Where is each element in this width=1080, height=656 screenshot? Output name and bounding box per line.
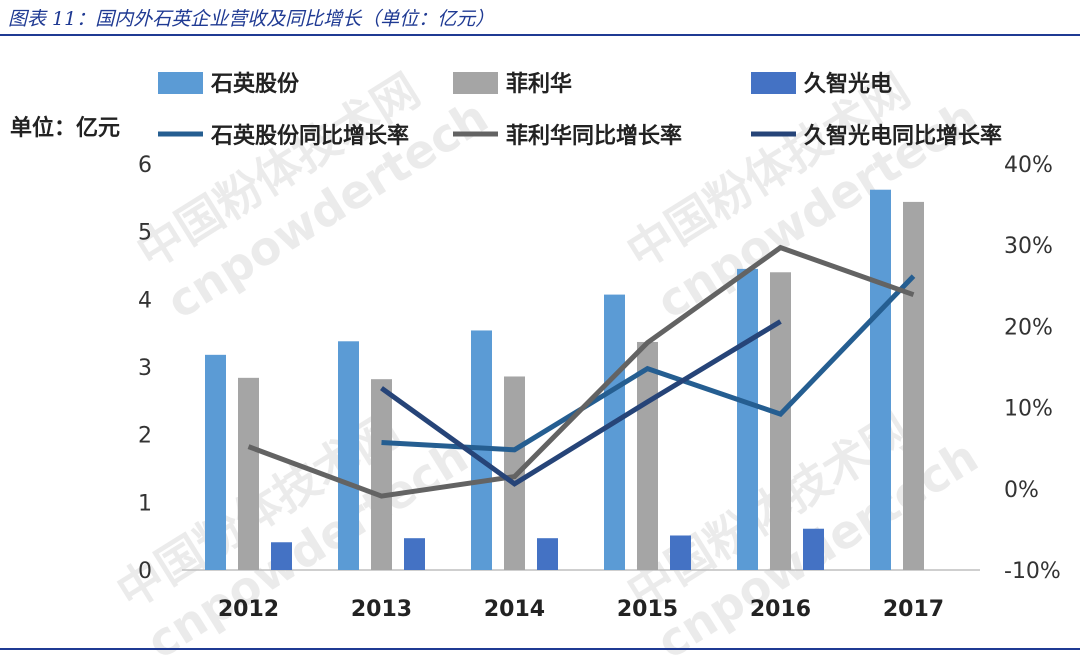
legend-label: 久智光电同比增长率 [804,123,1002,149]
legend-swatch [751,72,796,94]
y-right-tick-label: 10% [1004,397,1053,422]
legend-swatch [158,72,203,94]
chart-title: 图表 11：国内外石英企业营收及同比增长（单位：亿元） [8,8,495,30]
x-tick-label: 2016 [750,597,811,622]
bar [737,268,758,570]
title-divider [0,34,1080,36]
y-right-tick-label: -10% [1004,559,1061,584]
x-tick-label: 2015 [617,597,678,622]
bar [271,542,292,570]
x-tick-label: 2014 [484,597,545,622]
bottom-divider [0,648,1080,650]
bar [537,538,558,570]
x-tick-label: 2017 [883,597,944,622]
bar [637,341,658,570]
bar [404,538,425,570]
bar [371,379,392,570]
x-tick-label: 2012 [218,597,279,622]
bar [903,201,924,571]
bar [670,535,691,570]
legend-label: 石英股份 [210,72,300,97]
legend-label: 石英股份同比增长率 [210,123,409,149]
y-left-tick-label: 6 [138,153,152,178]
x-tick-label: 2013 [351,597,412,622]
y-right-tick-label: 0% [1004,478,1039,503]
bar [803,528,824,570]
y-left-tick-label: 3 [138,356,152,381]
y-left-tick-label: 5 [138,221,152,246]
y-left-tick-label: 2 [138,424,152,449]
legend-swatch [453,72,498,94]
legend-label: 菲利华同比增长率 [506,123,682,149]
y-left-tick-label: 4 [138,288,152,313]
y-left-tick-label: 0 [138,559,152,584]
legend-label: 菲利华 [506,71,572,97]
legend-label: 久智光电 [804,71,892,97]
bar [870,189,891,571]
unit-label: 单位：亿元 [10,116,121,141]
bar [604,294,625,570]
y-right-tick-label: 20% [1004,315,1053,340]
y-right-tick-label: 30% [1004,234,1053,259]
series-line [247,244,915,499]
bar [205,354,226,570]
series-line [380,319,782,487]
bar [238,377,259,570]
series-line [381,274,916,453]
bar [770,272,791,570]
y-left-tick-label: 1 [138,491,152,516]
bar [338,341,359,570]
y-right-tick-label: 40% [1004,153,1053,178]
